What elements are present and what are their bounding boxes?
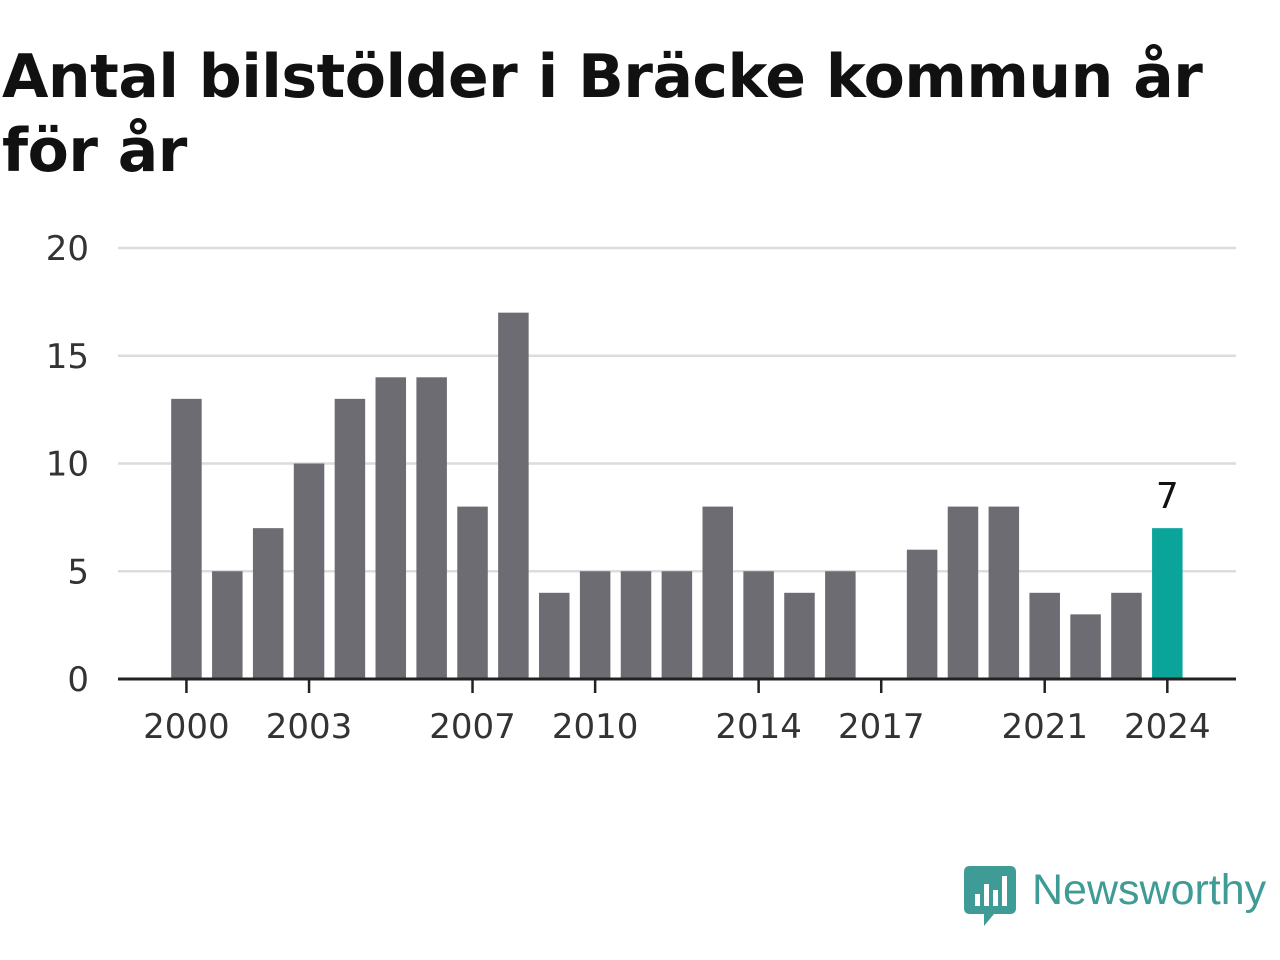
bar bbox=[293, 463, 325, 679]
bar bbox=[498, 312, 529, 679]
x-axis: 2000 2003 2007 2010 2014 2017 2021 2024 bbox=[118, 677, 1236, 747]
bar bbox=[171, 398, 202, 679]
bar bbox=[743, 571, 774, 679]
y-tick-label: 5 bbox=[67, 552, 89, 592]
bar bbox=[1070, 614, 1101, 679]
bar bbox=[825, 571, 856, 679]
y-tick-label: 20 bbox=[46, 229, 89, 269]
y-axis-ticks: 0 5 10 15 20 bbox=[46, 229, 89, 700]
data-labels: 7 bbox=[1156, 476, 1179, 517]
y-tick-label: 10 bbox=[46, 445, 89, 485]
y-tick-label: 0 bbox=[67, 660, 89, 700]
x-tick-label: 2021 bbox=[1001, 707, 1088, 747]
x-tick-label: 2000 bbox=[143, 707, 230, 747]
data-label: 7 bbox=[1156, 476, 1179, 517]
bar bbox=[457, 506, 488, 679]
bar bbox=[947, 506, 979, 679]
bars bbox=[171, 312, 1183, 679]
bar bbox=[375, 377, 407, 679]
chart-title: Antal bilstölder i Bräcke kommun år för … bbox=[2, 42, 1203, 186]
grid-lines bbox=[118, 246, 1236, 573]
bar bbox=[334, 398, 366, 679]
x-tick-label: 2014 bbox=[715, 707, 802, 747]
x-tick-label: 2007 bbox=[429, 707, 516, 747]
bar bbox=[906, 549, 938, 679]
bar-highlight bbox=[1152, 528, 1183, 679]
bar bbox=[702, 506, 733, 679]
bar bbox=[252, 528, 284, 679]
bar bbox=[1111, 592, 1142, 679]
bar bbox=[661, 571, 693, 679]
bar bbox=[416, 377, 447, 679]
bar bbox=[620, 571, 652, 679]
bar bbox=[784, 592, 815, 679]
x-tick-label: 2017 bbox=[838, 707, 925, 747]
x-tick-label: 2024 bbox=[1124, 707, 1211, 747]
newsworthy-logo-text: Newsworthy bbox=[1032, 866, 1267, 914]
bar bbox=[579, 571, 611, 679]
newsworthy-logo: Newsworthy bbox=[964, 862, 1266, 932]
bar bbox=[212, 571, 243, 679]
bar bbox=[539, 592, 570, 679]
y-tick-label: 15 bbox=[46, 337, 89, 377]
x-tick-label: 2003 bbox=[266, 707, 353, 747]
bar bbox=[1029, 592, 1060, 679]
x-tick-label: 2010 bbox=[552, 707, 639, 747]
newsworthy-logo-icon bbox=[964, 866, 1016, 926]
bar bbox=[988, 506, 1020, 679]
